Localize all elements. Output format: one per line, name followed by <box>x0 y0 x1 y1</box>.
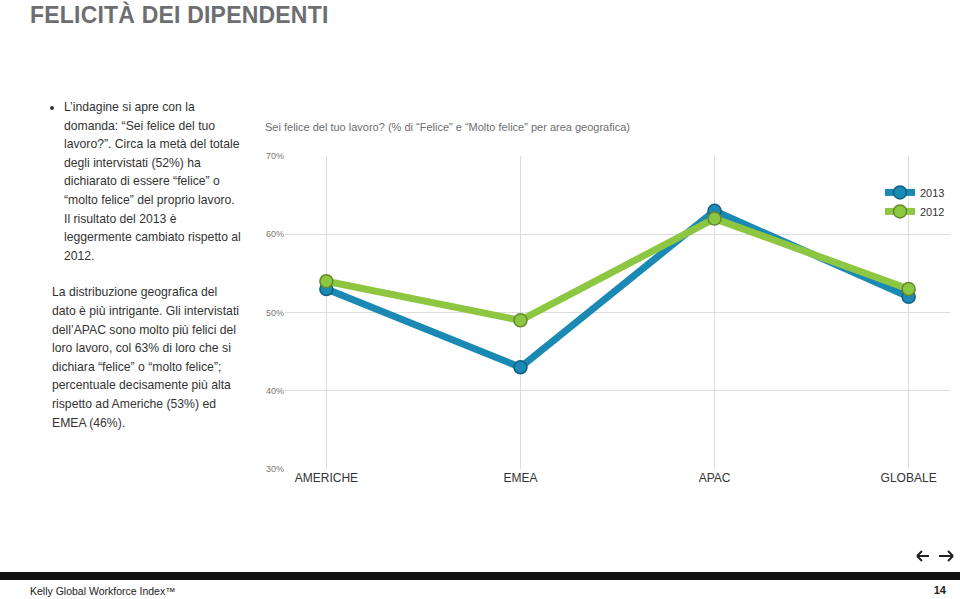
svg-text:2013: 2013 <box>920 187 944 199</box>
svg-text:GLOBALE: GLOBALE <box>881 471 937 485</box>
html-text:14: 14 <box>933 584 946 596</box>
svg-text:70%: 70% <box>266 151 284 161</box>
svg-text:AMERICHE: AMERICHE <box>295 471 358 485</box>
html-text:Kelly Global Workforce Index™: Kelly Global Workforce Index™ <box>30 585 176 597</box>
svg-text:EMEA: EMEA <box>503 471 537 485</box>
svg-text:2012: 2012 <box>920 206 944 218</box>
html-text:FELICITÀ DEI DIPENDENTI: FELICITÀ DEI DIPENDENTI <box>30 2 329 28</box>
svg-text:Sei felice del tuo lavoro? (%: Sei felice del tuo lavoro? (% di “Felice… <box>265 121 630 133</box>
svg-text:APAC: APAC <box>699 471 731 485</box>
html-text:L’indagine si apre con la doma: L’indagine si apre con la domanda: “Sei … <box>64 100 241 263</box>
svg-text:40%: 40% <box>266 386 284 396</box>
svg-text:60%: 60% <box>266 229 284 239</box>
svg-text:30%: 30% <box>266 464 284 474</box>
html-text:La distribuzione geografica de: La distribuzione geografica del dato è p… <box>52 285 239 430</box>
svg-text:50%: 50% <box>266 308 284 318</box>
